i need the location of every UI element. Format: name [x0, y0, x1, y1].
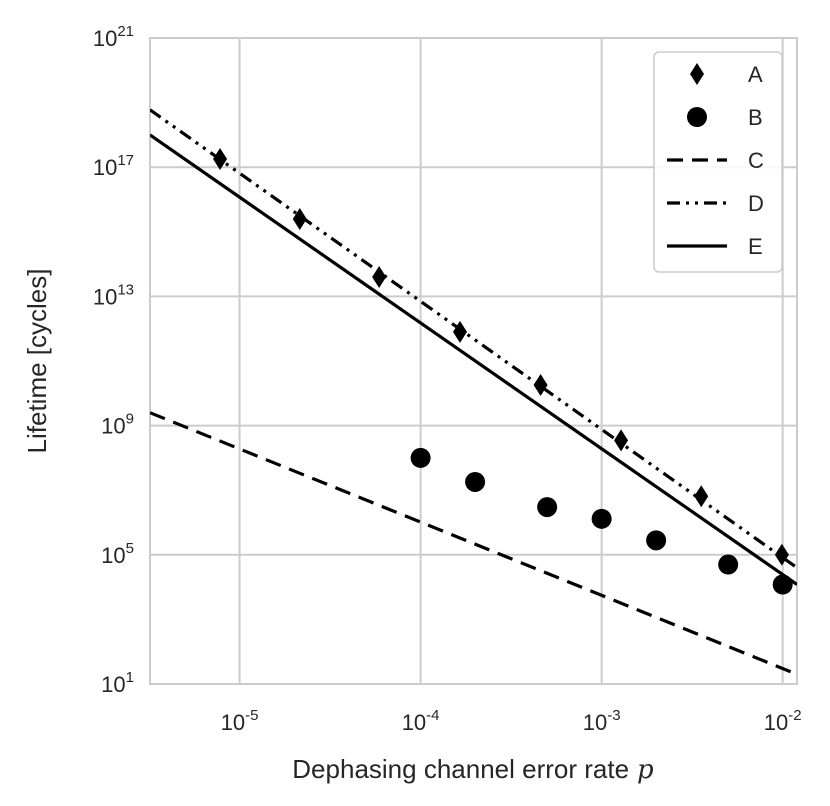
y-tick-label-exp: 17	[117, 152, 134, 169]
y-tick-label-exp: 9	[126, 411, 134, 428]
x-axis-label-text: Dephasing channel error rate	[292, 754, 629, 784]
series-d-line	[150, 108, 797, 570]
x-axis-label: Dephasing channel error rate p	[292, 754, 654, 785]
legend-box	[653, 51, 783, 273]
y-tick-label-base: 10	[101, 543, 125, 568]
series-b-point	[646, 530, 667, 551]
y-tick-label: 105	[101, 540, 134, 568]
x-tick-label-exp: -5	[245, 707, 258, 724]
x-tick-label-exp: -2	[788, 707, 801, 724]
legend-item-c: C	[667, 148, 764, 173]
legend-item-a: A	[690, 62, 763, 87]
x-tick-label: 10-4	[402, 707, 440, 735]
y-tick-label: 1013	[93, 281, 134, 309]
legend-item-d: D	[667, 191, 764, 216]
series-b-point	[465, 471, 486, 492]
y-tick-label: 101	[101, 669, 134, 697]
y-tick-label: 1017	[93, 152, 134, 180]
legend-item-b: B	[687, 105, 763, 130]
legend-label: E	[748, 234, 763, 259]
y-tick-label: 109	[101, 411, 134, 439]
y-tick-label-base: 10	[101, 414, 125, 439]
series-layer	[150, 108, 797, 676]
y-tick-label-exp: 21	[117, 23, 134, 40]
series-a-point	[614, 429, 629, 452]
legend-swatch	[690, 63, 704, 85]
y-tick-label-base: 10	[93, 26, 117, 51]
series-a-point	[372, 265, 387, 288]
x-tick-label: 10-3	[583, 707, 621, 735]
y-tick-label-exp: 1	[126, 669, 134, 686]
plot-frame	[149, 37, 798, 685]
x-tick-label-base: 10	[583, 710, 607, 735]
legend-swatch	[687, 107, 707, 127]
x-tick-label: 10-2	[764, 707, 802, 735]
series-b-point	[591, 508, 612, 529]
legend-label: B	[748, 105, 763, 130]
y-axis-label: Lifetime [cycles]	[22, 269, 52, 454]
x-tick-label-base: 10	[764, 710, 788, 735]
x-tick-label-base: 10	[402, 710, 426, 735]
series-b	[410, 447, 793, 595]
series-b-point	[410, 447, 431, 468]
legend-label: D	[748, 191, 764, 216]
series-a	[213, 147, 789, 566]
series-c-line	[150, 411, 797, 676]
series-b-point	[537, 497, 558, 518]
series-e	[150, 133, 797, 586]
series-d	[150, 108, 797, 570]
x-tick-label-base: 10	[221, 710, 245, 735]
y-tick-label-base: 10	[93, 284, 117, 309]
y-tick-label-base: 10	[101, 672, 125, 697]
y-tick-label-exp: 13	[117, 281, 134, 298]
series-a-point	[694, 485, 709, 508]
legend-label: C	[748, 148, 764, 173]
legend-label: A	[748, 62, 763, 87]
y-tick-label: 1021	[93, 23, 134, 51]
x-tick-label: 10-5	[221, 707, 259, 735]
y-tick-label-base: 10	[93, 155, 117, 180]
x-tick-label-exp: -3	[607, 707, 620, 724]
legend-item-e: E	[667, 234, 763, 259]
x-axis-label-math: p	[637, 755, 654, 785]
series-e-line	[150, 133, 797, 586]
series-c	[150, 411, 797, 676]
y-tick-label-exp: 5	[126, 540, 134, 557]
x-axis-ticks: 10-5 10-4 10-3 10-2	[221, 707, 802, 735]
series-b-point	[718, 554, 739, 575]
x-tick-label-exp: -4	[426, 707, 439, 724]
series-a-point	[292, 207, 307, 230]
